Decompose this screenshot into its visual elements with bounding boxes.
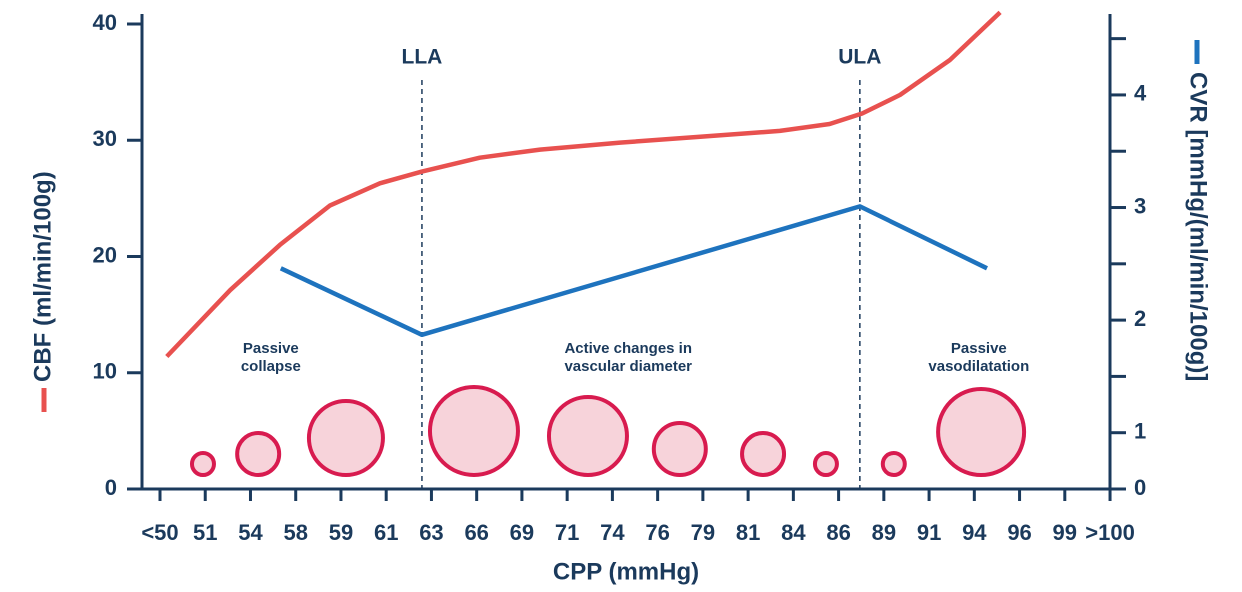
- x-tick-label: 69: [510, 520, 534, 545]
- x-tick-label: 81: [736, 520, 760, 545]
- y2-tick-label: 3: [1134, 193, 1146, 218]
- x-tick-label: 99: [1053, 520, 1077, 545]
- x-tick-label: 79: [691, 520, 715, 545]
- x-tick-label: 51: [193, 520, 217, 545]
- x-tick-label: 96: [1007, 520, 1031, 545]
- y-tick-label: 20: [93, 242, 117, 267]
- vessel: [189, 451, 216, 477]
- series-line: [165, 10, 1002, 359]
- y-axis-title-group: CBF (ml/min/100g): [29, 171, 56, 412]
- vessel: [427, 385, 520, 477]
- x-axis-title: CPP (mmHg): [553, 558, 699, 585]
- x-tick-label: 76: [645, 520, 669, 545]
- vessel: [812, 451, 839, 477]
- vessel: [880, 451, 907, 477]
- y2-axis-title-group: CVR [mmHg/(ml/min/100g)]: [1185, 40, 1212, 381]
- region-label: Passive: [951, 340, 1007, 357]
- vessel: [235, 431, 282, 477]
- vessel: [306, 399, 385, 477]
- y2-tick-label: 0: [1134, 475, 1146, 500]
- x-tick-label: 54: [238, 520, 263, 545]
- y2-tick-label: 1: [1134, 419, 1146, 444]
- x-tick-label: 89: [872, 520, 896, 545]
- y2-axis-title: CVR [mmHg/(ml/min/100g)]: [1185, 72, 1212, 381]
- x-tick-label: 74: [600, 520, 625, 545]
- y2-tick-label: 4: [1134, 81, 1147, 106]
- region-label: collapse: [241, 358, 301, 375]
- region-label: vasodilatation: [928, 358, 1029, 375]
- limit-label: ULA: [838, 46, 881, 69]
- x-tick-label: <50: [141, 520, 178, 545]
- y-tick-label: 10: [93, 359, 117, 384]
- series-line: [279, 204, 988, 338]
- y2-tick-label: 2: [1134, 306, 1146, 331]
- y-axis-title: CBF (ml/min/100g): [29, 171, 56, 382]
- region-label: Active changes in: [564, 340, 692, 357]
- limit-label: LLA: [402, 46, 443, 69]
- y-tick-label: 30: [93, 126, 117, 151]
- x-tick-label: 84: [781, 520, 806, 545]
- x-tick-label: 61: [374, 520, 398, 545]
- x-tick-label: 58: [283, 520, 307, 545]
- region-label: vascular diameter: [564, 358, 692, 375]
- vessel: [740, 431, 787, 477]
- region-label: Passive: [243, 340, 299, 357]
- x-tick-label: 59: [329, 520, 353, 545]
- x-tick-label: 66: [464, 520, 488, 545]
- x-tick-label: 63: [419, 520, 443, 545]
- vessel: [546, 395, 629, 477]
- y-tick-label: 40: [93, 10, 117, 35]
- vessel: [651, 421, 708, 477]
- vessel: [936, 387, 1027, 477]
- x-tick-label: 71: [555, 520, 579, 545]
- x-tick-label: 91: [917, 520, 941, 545]
- x-tick-label: >100: [1085, 520, 1135, 545]
- y-tick-label: 0: [105, 475, 117, 500]
- x-tick-label: 86: [826, 520, 850, 545]
- x-tick-label: 94: [962, 520, 987, 545]
